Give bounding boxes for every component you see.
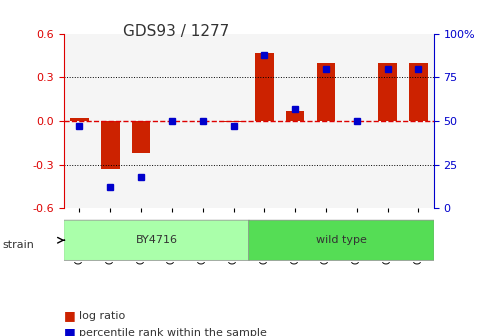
Text: log ratio: log ratio [79, 311, 125, 321]
Bar [101, 121, 120, 169]
Text: BY4716: BY4716 [136, 235, 177, 245]
Text: GDS93 / 1277: GDS93 / 1277 [123, 24, 230, 39]
Bar [378, 63, 397, 121]
Text: ■: ■ [64, 309, 76, 322]
Text: strain: strain [2, 240, 35, 250]
Bar [317, 63, 335, 121]
FancyBboxPatch shape [248, 220, 434, 260]
Bar [224, 121, 243, 122]
Text: wild type: wild type [316, 235, 367, 245]
Bar [409, 63, 427, 121]
Bar [132, 121, 150, 153]
Text: percentile rank within the sample: percentile rank within the sample [79, 328, 267, 336]
Bar [255, 52, 274, 121]
Bar [70, 118, 89, 121]
FancyBboxPatch shape [64, 220, 249, 260]
Bar [286, 111, 305, 121]
Text: ■: ■ [64, 326, 76, 336]
